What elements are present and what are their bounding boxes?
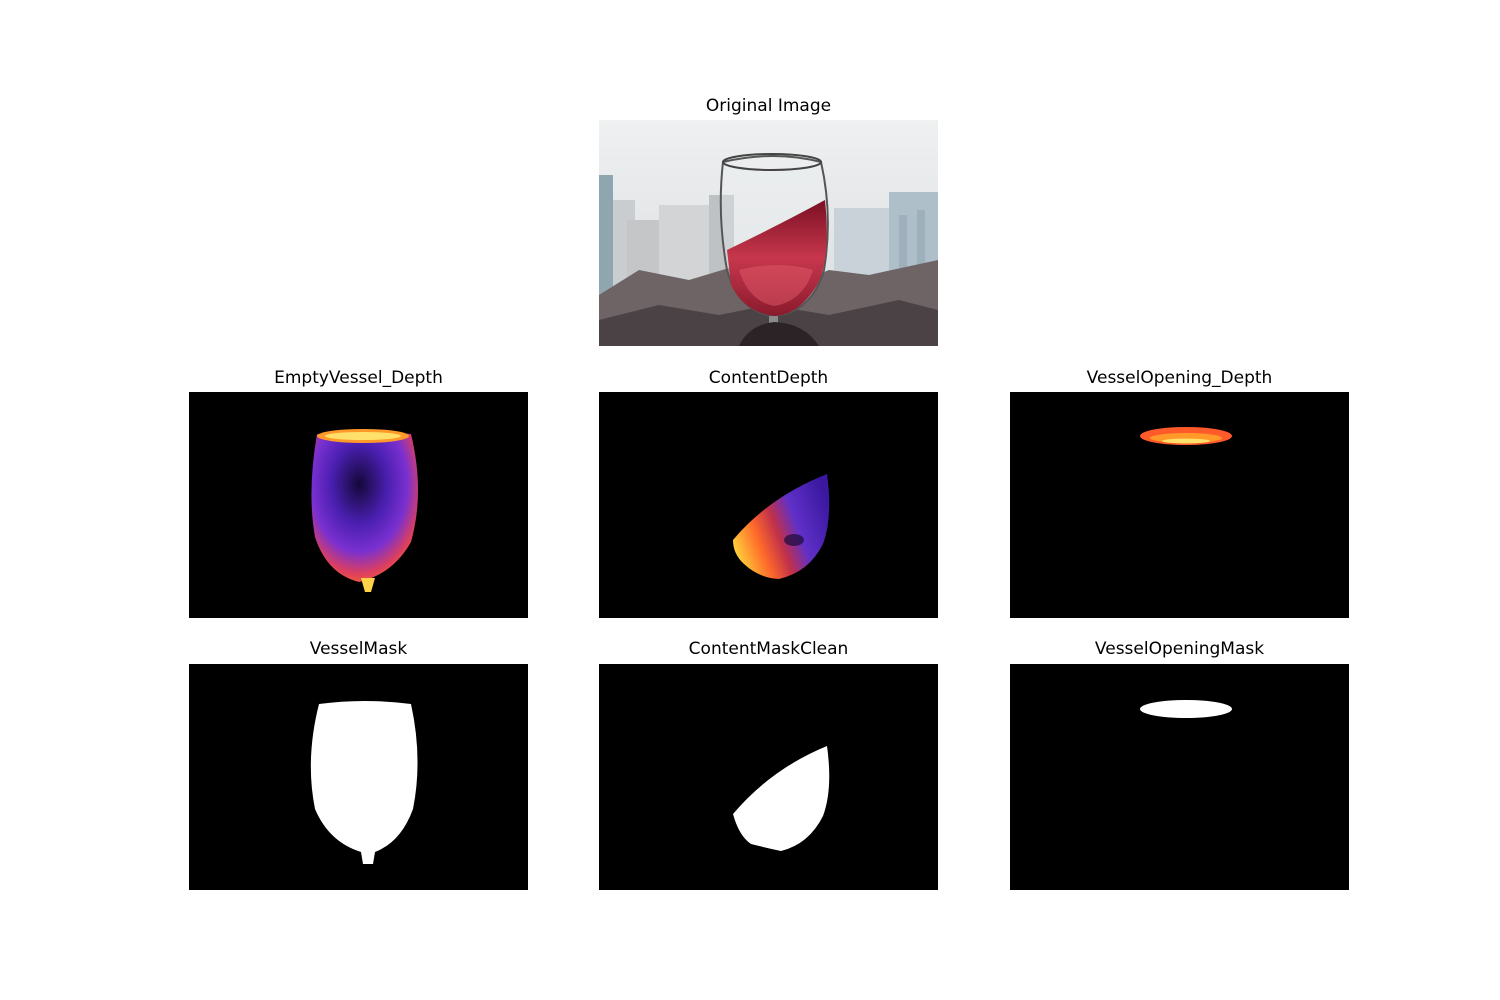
title-vessel-opening-depth: VesselOpening_Depth [1086, 368, 1273, 388]
title-vessel-opening-mask: VesselOpeningMask [1094, 639, 1265, 659]
title-content-depth: ContentDepth [708, 368, 829, 388]
depth-heatmap [599, 392, 938, 618]
title-original-image: Original Image [705, 96, 832, 116]
wine-glass-photo [599, 120, 938, 346]
depth-heatmap [1010, 392, 1349, 618]
panel-empty-vessel-depth [189, 392, 528, 618]
binary-segmentation-mask [1010, 664, 1349, 890]
title-content-mask-clean: ContentMaskClean [688, 639, 849, 659]
binary-segmentation-mask [599, 664, 938, 890]
binary-segmentation-mask [189, 664, 528, 890]
title-empty-vessel-depth: EmptyVessel_Depth [274, 368, 443, 388]
panel-content-mask-clean [599, 664, 938, 890]
panel-content-depth [599, 392, 938, 618]
panel-vessel-opening-mask [1010, 664, 1349, 890]
depth-heatmap [189, 392, 528, 618]
title-vessel-mask: VesselMask [309, 639, 408, 659]
panel-vessel-opening-depth [1010, 392, 1349, 618]
panel-original-image [599, 120, 938, 346]
panel-vessel-mask [189, 664, 528, 890]
